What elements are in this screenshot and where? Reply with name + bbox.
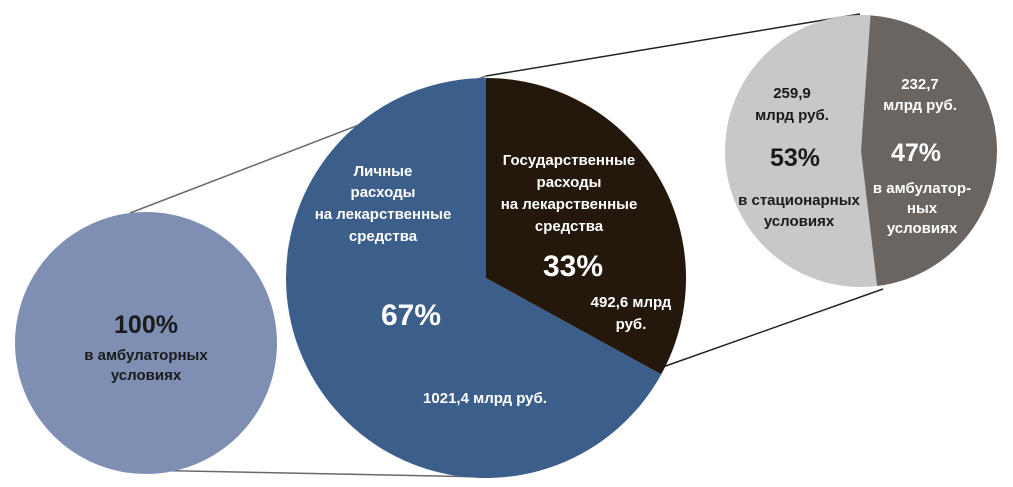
main-state-percent: 33%	[543, 250, 603, 283]
left-pie-label-line1: в амбулаторных	[84, 347, 208, 364]
pie-main-slice-state	[486, 78, 687, 375]
main-personal-percent: 67%	[381, 299, 441, 332]
pie-right-slice-inpatient	[725, 14, 878, 287]
connector-line-bottom-right	[659, 288, 884, 369]
left-pie-percent: 100%	[114, 311, 178, 339]
main-state-amount-line2: руб.	[616, 316, 647, 333]
right-outpatient-label-line3: условиях	[887, 220, 958, 237]
connector-line-top-right	[485, 13, 861, 77]
right-inpatient-label-line2: условиях	[764, 213, 835, 230]
main-personal-label-line2: расходы	[351, 184, 416, 201]
left-pie-label-line2: условиях	[111, 367, 182, 384]
main-state-label-line3: на лекарственные	[501, 196, 638, 213]
main-state-label-line1: Государственные	[503, 152, 635, 169]
right-outpatient-amount-line2: млрд руб.	[883, 97, 957, 114]
main-personal-label-line3: на лекарственные	[315, 206, 452, 223]
right-outpatient-label-line1: в амбулатор-	[873, 180, 971, 197]
right-inpatient-percent: 53%	[770, 144, 820, 172]
main-state-amount-line1: 492,6 млрд	[591, 294, 672, 311]
pie-left-slice-outpatient	[15, 212, 277, 474]
main-personal-amount: 1021,4 млрд руб.	[423, 390, 547, 407]
right-outpatient-label-line2: ных	[907, 200, 938, 217]
main-personal-label-line4: средства	[349, 228, 418, 245]
main-personal-label-line1: Личные	[354, 163, 413, 180]
main-state-label-line4: средства	[535, 218, 604, 235]
connector-line-bottom-left	[136, 469, 487, 478]
right-inpatient-label-line1: в стационарных	[738, 192, 860, 209]
main-state-label-line2: расходы	[537, 174, 602, 191]
right-outpatient-percent: 47%	[891, 139, 941, 167]
right-inpatient-amount-line2: млрд руб.	[755, 107, 829, 124]
right-inpatient-amount-line1: 259,9	[773, 85, 811, 102]
right-outpatient-amount-line1: 232,7	[901, 76, 939, 93]
pie-main-slice-personal	[285, 77, 662, 478]
pie-right-slice-outpatient	[861, 15, 997, 287]
